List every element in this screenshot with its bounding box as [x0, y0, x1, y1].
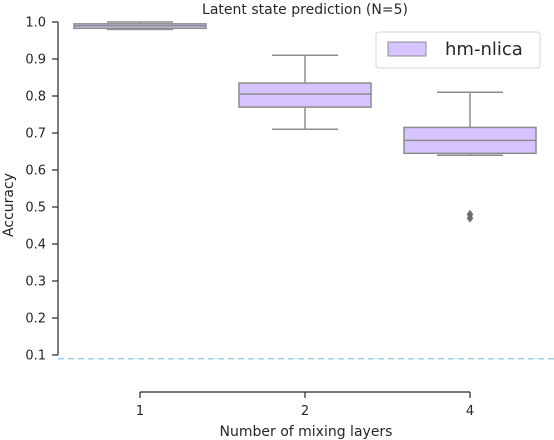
boxes-layer: [73, 21, 537, 223]
legend-label: hm-nlica: [445, 39, 523, 60]
y-tick-label: 0.4: [25, 238, 46, 253]
box-group: [238, 54, 372, 131]
y-tick-label: 0.6: [25, 164, 46, 179]
y-ticks: 0.1 0.2 0.3 0.4 0.5 0.6 0.7 0.8 0.9 1.0: [25, 16, 58, 364]
y-tick-label: 0.3: [25, 275, 46, 290]
x-tick-label: 1: [136, 404, 144, 419]
y-tick-label: 0.2: [25, 312, 46, 327]
y-tick-label: 1.0: [25, 16, 46, 31]
y-tick-label: 0.1: [25, 349, 46, 364]
legend-frame: [375, 31, 541, 69]
y-tick-label: 0.7: [25, 127, 46, 142]
y-axis-label: Accuracy: [1, 173, 17, 237]
y-tick-label: 0.5: [25, 201, 46, 216]
x-axis-label: Number of mixing layers: [220, 424, 393, 440]
x-tick-label: 4: [466, 404, 474, 419]
box-rect: [238, 82, 372, 108]
y-axis: 0.1 0.2 0.3 0.4 0.5 0.6 0.7 0.8 0.9 1.0: [25, 16, 59, 364]
y-tick-label: 0.9: [25, 53, 46, 68]
box-group: [403, 91, 537, 223]
x-tick-label: 2: [301, 404, 309, 419]
x-axis: 1 2 4: [136, 391, 474, 419]
legend-swatch: [387, 41, 427, 57]
legend: hm-nlica: [375, 31, 541, 69]
y-tick-label: 0.8: [25, 90, 46, 105]
chart-title: Latent state prediction (N=5): [202, 2, 408, 18]
outlier-point: [466, 209, 474, 220]
x-ticks: 1 2 4: [136, 392, 474, 419]
box-group: [73, 21, 207, 31]
